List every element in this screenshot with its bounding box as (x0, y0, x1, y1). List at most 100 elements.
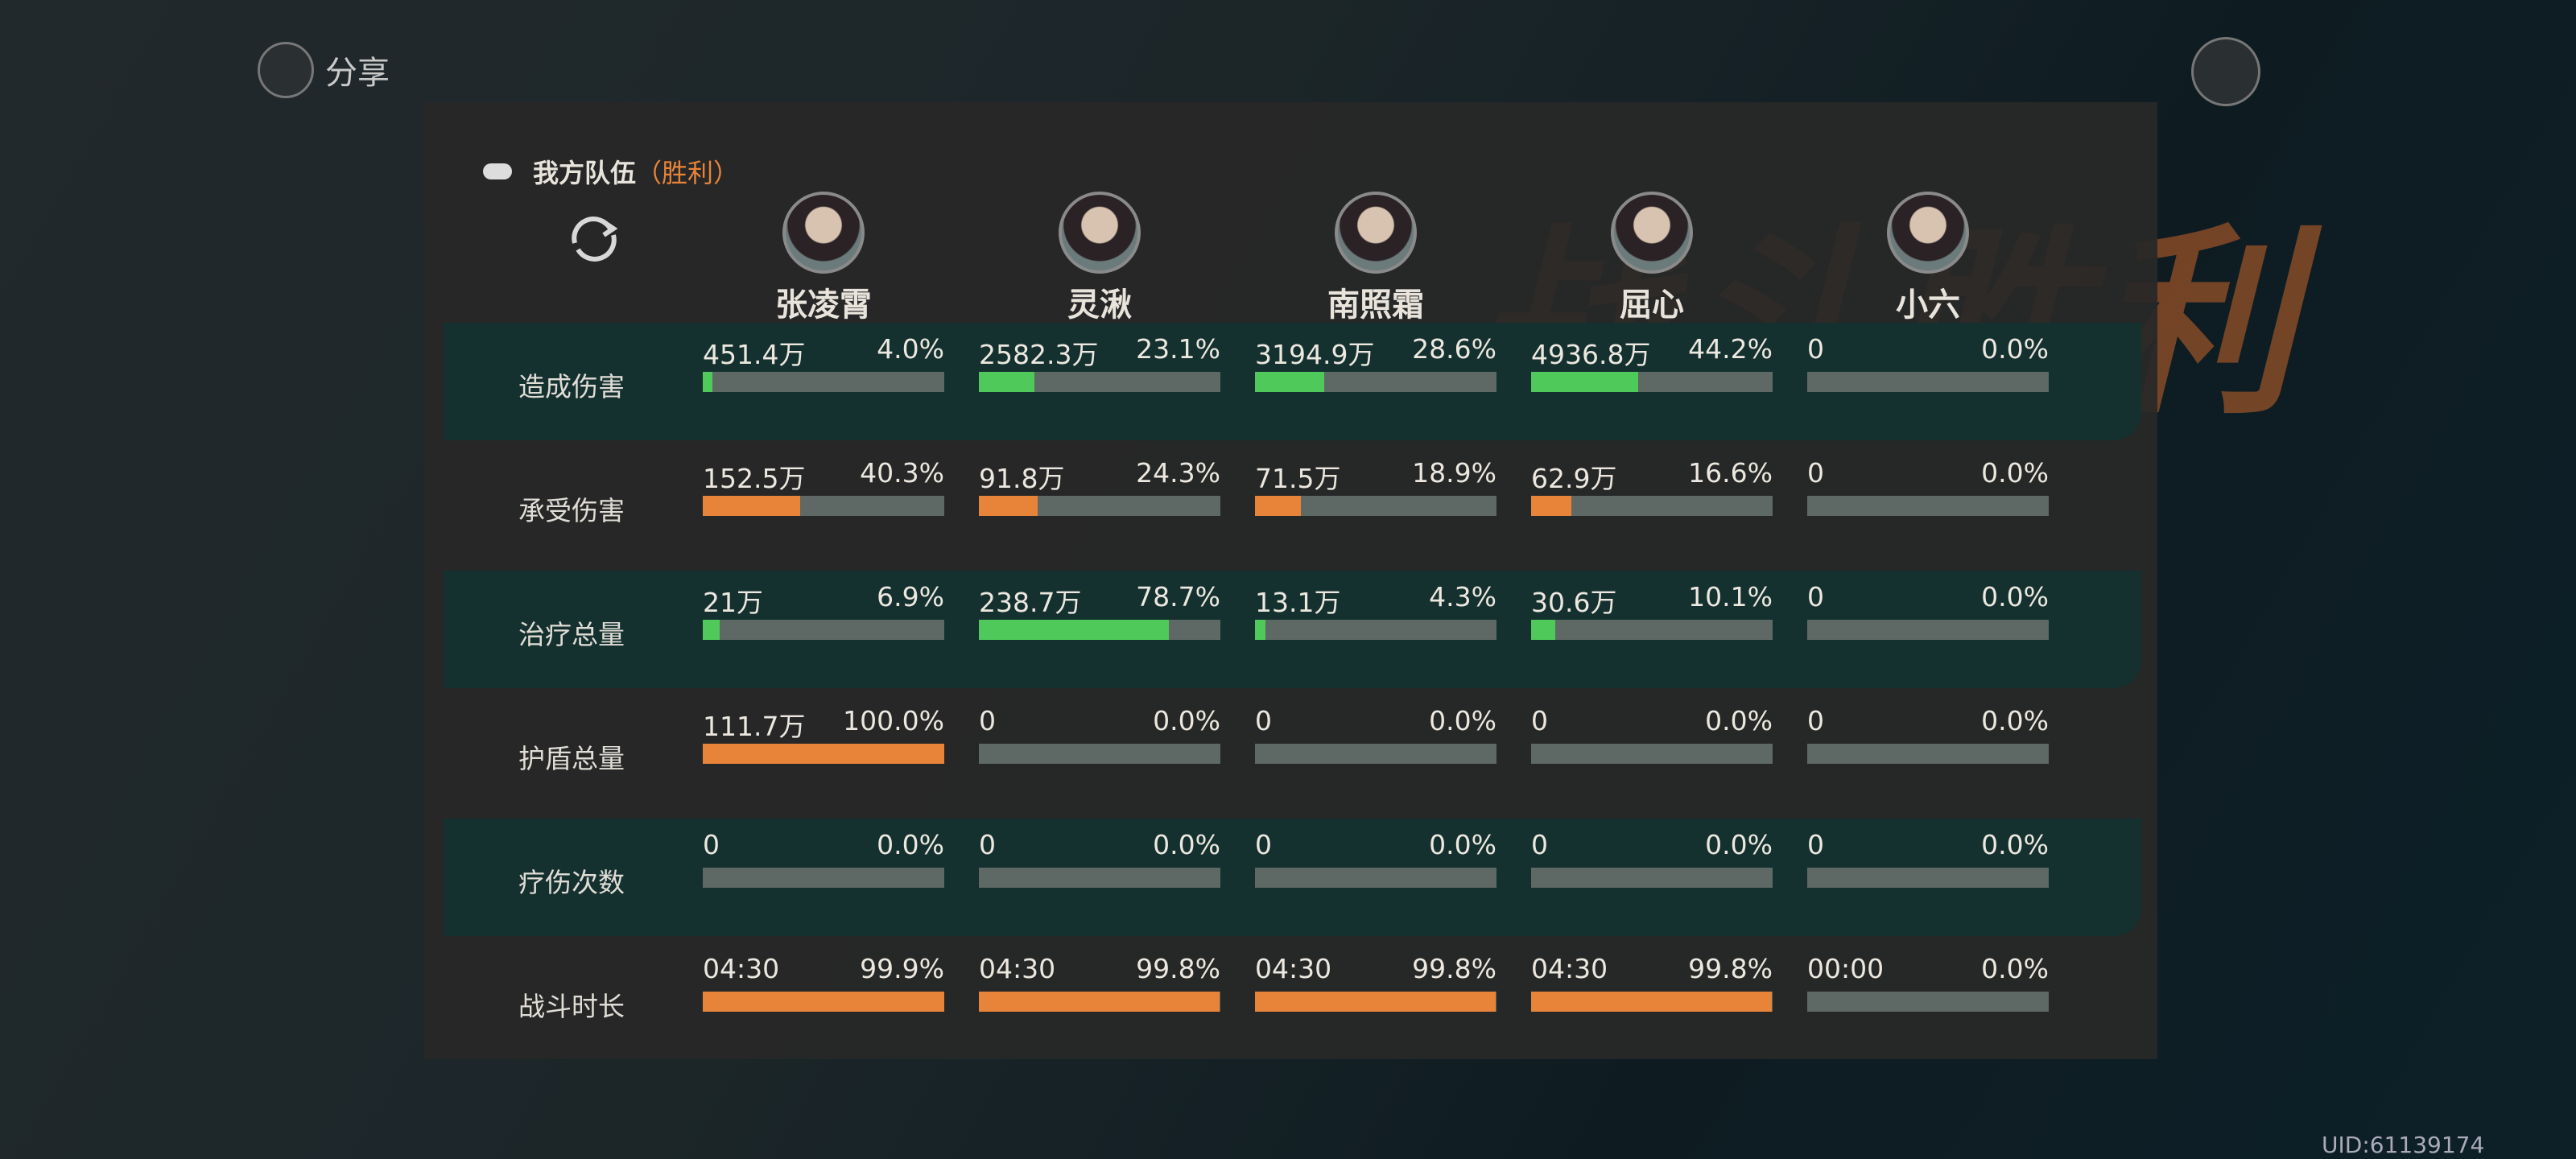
row-label: 疗伤次数 (518, 867, 625, 898)
cell-value: 0 (1807, 333, 1824, 365)
cell-percent: 0.0% (1429, 829, 1496, 860)
cell-percent: 0.0% (1705, 829, 1773, 860)
bar-track (979, 992, 1220, 1012)
cell-percent: 0.0% (1153, 705, 1220, 736)
cell-percent: 4.0% (877, 333, 944, 365)
cell-value: 238.7万 (979, 587, 1082, 618)
cell-percent: 78.7% (1136, 581, 1220, 612)
refresh-button[interactable] (564, 211, 625, 267)
bar-fill (979, 372, 1035, 392)
bar-fill (703, 992, 944, 1012)
cell-value: 152.5万 (703, 463, 806, 494)
cell-percent: 4.3% (1429, 581, 1496, 612)
bar-fill (703, 620, 720, 640)
bar-track (703, 620, 944, 640)
character-name: 张凌霄 (775, 287, 872, 324)
bar-fill (703, 744, 944, 764)
bar-fill (703, 496, 800, 516)
cell-percent: 99.8% (1688, 953, 1773, 984)
cell-value: 0 (703, 829, 720, 860)
character-name: 南照霜 (1327, 287, 1424, 324)
team-toggle[interactable] (483, 163, 512, 179)
cell-percent: 44.2% (1688, 333, 1773, 365)
cell-value: 3194.9万 (1255, 339, 1375, 370)
row-label: 造成伤害 (518, 371, 625, 402)
row-label: 护盾总量 (518, 743, 625, 774)
bar-track (1807, 744, 2049, 764)
bar-track (1531, 496, 1773, 516)
row-label: 治疗总量 (518, 619, 625, 650)
cell-value: 0 (1531, 705, 1548, 736)
cell-percent: 6.9% (877, 581, 944, 612)
cell-percent: 99.8% (1412, 953, 1496, 984)
bar-fill (979, 992, 1220, 1012)
cell-value: 04:30 (979, 953, 1056, 984)
bar-track (1807, 496, 2049, 516)
character-avatar[interactable] (782, 192, 865, 274)
bar-track (703, 868, 944, 888)
cell-value: 0 (1255, 829, 1272, 860)
bar-track (1807, 620, 2049, 640)
row-label: 承受伤害 (518, 495, 625, 526)
bar-track (1255, 496, 1496, 516)
character-avatar[interactable] (1335, 192, 1417, 274)
cell-percent: 0.0% (1981, 457, 2049, 489)
bar-track (979, 620, 1220, 640)
cell-value: 0 (1807, 829, 1824, 860)
bar-track (979, 496, 1220, 516)
cell-value: 0 (1255, 705, 1272, 736)
bar-fill (703, 372, 712, 392)
cell-value: 21万 (703, 587, 763, 618)
cell-percent: 100.0% (843, 705, 944, 736)
bar-track (703, 372, 944, 392)
bar-fill (1531, 992, 1773, 1012)
bar-track (979, 372, 1220, 392)
share-button[interactable]: 分享 (258, 42, 390, 98)
cell-value: 0 (1531, 829, 1548, 860)
team-header: 我方队伍 （胜利） (483, 153, 739, 190)
stats-button[interactable] (2191, 37, 2260, 106)
bar-track (1531, 372, 1773, 392)
cell-value: 00:00 (1807, 953, 1885, 984)
character-avatar[interactable] (1611, 192, 1693, 274)
cell-value: 0 (979, 705, 996, 736)
bar-track (979, 868, 1220, 888)
cell-value: 0 (1807, 705, 1824, 736)
cell-percent: 40.3% (860, 457, 944, 489)
bar-track (979, 744, 1220, 764)
bar-fill (1531, 496, 1571, 516)
cell-value: 2582.3万 (979, 339, 1099, 370)
bar-track (1807, 868, 2049, 888)
uid: UID:61139174 (2322, 1132, 2485, 1158)
cell-percent: 23.1% (1136, 333, 1220, 365)
share-icon (258, 42, 314, 98)
cell-value: 04:30 (1531, 953, 1608, 984)
bar-track (1255, 992, 1496, 1012)
cell-percent: 99.9% (860, 953, 944, 984)
character-name: 小六 (1896, 287, 1960, 324)
bar-track (703, 496, 944, 516)
cell-value: 04:30 (703, 953, 780, 984)
character-name: 灵湫 (1067, 287, 1132, 324)
cell-percent: 0.0% (1981, 953, 2049, 984)
team-result: （胜利） (636, 158, 740, 188)
bar-track (703, 992, 944, 1012)
character-avatar[interactable] (1059, 192, 1141, 274)
cell-value: 111.7万 (703, 711, 806, 742)
bar-track (1531, 868, 1773, 888)
bar-track (1255, 744, 1496, 764)
cell-percent: 10.1% (1688, 581, 1773, 612)
cell-value: 0 (1807, 581, 1824, 612)
cell-percent: 0.0% (1981, 581, 2049, 612)
bar-fill (1255, 372, 1324, 392)
character-avatar[interactable] (1887, 192, 1969, 274)
cell-percent: 0.0% (1153, 829, 1220, 860)
cell-percent: 0.0% (1705, 705, 1773, 736)
cell-percent: 0.0% (1981, 829, 2049, 860)
bar-track (703, 744, 944, 764)
bar-track (1807, 372, 2049, 392)
bar-track (1807, 992, 2049, 1012)
cell-percent: 0.0% (1429, 705, 1496, 736)
cell-percent: 99.8% (1136, 953, 1220, 984)
bar-fill (1531, 620, 1556, 640)
